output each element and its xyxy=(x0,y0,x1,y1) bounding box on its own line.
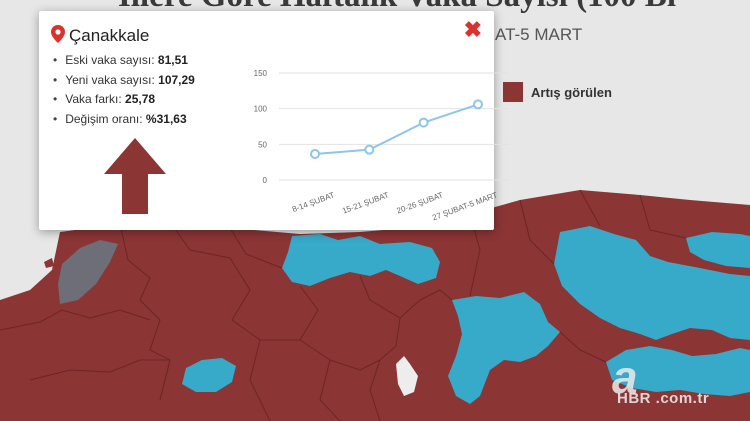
stat-change-rate: Değişim oranı: %31,63 xyxy=(53,110,195,130)
series-line xyxy=(314,103,479,155)
arrow-up-icon xyxy=(104,138,166,214)
location-pin-icon xyxy=(51,25,65,43)
legend-swatch-increase xyxy=(503,82,523,102)
popup-city-name: Çanakkale xyxy=(69,26,150,45)
map-provinces[interactable] xyxy=(0,189,750,421)
y-tick-label: 150 xyxy=(254,69,268,78)
y-tick-label: 0 xyxy=(263,176,268,185)
stat-value: %31,63 xyxy=(145,111,187,126)
province-decrease-3[interactable] xyxy=(686,232,750,268)
stat-new-cases: Yeni vaka sayısı: 107,29 xyxy=(53,71,195,91)
data-point[interactable] xyxy=(473,99,483,110)
province-nodata[interactable] xyxy=(58,240,118,304)
y-tick-label: 50 xyxy=(258,140,267,149)
watermark-text: HBR .com.tr xyxy=(617,390,710,407)
lake xyxy=(396,356,418,396)
stat-value: 25,78 xyxy=(125,92,156,106)
close-icon[interactable]: ✖ xyxy=(463,17,482,42)
data-point[interactable] xyxy=(364,144,375,155)
stat-label: Vaka farkı: xyxy=(65,92,122,106)
watermark-a: a xyxy=(612,351,638,403)
map-legend: Artış görülen xyxy=(503,82,612,102)
watermark-logo: a HBR .com.tr xyxy=(612,350,742,410)
province-borders xyxy=(0,189,687,421)
stat-old-cases: Eski vaka sayısı: 81,51 xyxy=(53,51,195,71)
x-tick-label: 15-21 ŞUBAT xyxy=(341,190,390,215)
stat-label: Değişim oranı: xyxy=(65,111,143,126)
province-decrease-2[interactable] xyxy=(554,226,750,340)
stat-case-difference: Vaka farkı: 25,78 xyxy=(53,90,195,110)
province-popup: Çanakkale ✖ Eski vaka sayısı: 81,51 Yeni… xyxy=(39,11,509,230)
province-decrease-4[interactable] xyxy=(448,292,560,404)
popup-stats-list: Eski vaka sayısı: 81,51 Yeni vaka sayısı… xyxy=(53,51,195,129)
page-subtitle: AT-5 MART xyxy=(495,25,583,44)
province-decrease-6[interactable] xyxy=(606,346,750,396)
stat-label: Eski vaka sayısı: xyxy=(65,53,155,67)
stat-value: 81,51 xyxy=(157,53,188,67)
y-tick-label: 100 xyxy=(254,105,268,114)
province-decrease-5[interactable] xyxy=(182,358,236,392)
stat-label: Yeni vaka sayısı: xyxy=(65,72,155,87)
province-decrease-1[interactable] xyxy=(282,234,440,286)
data-point[interactable] xyxy=(310,148,320,159)
data-point[interactable] xyxy=(418,117,429,128)
island xyxy=(44,258,54,268)
page-title: İllere Göre Haftalık Vaka Sayısı (100 Bi xyxy=(118,0,750,15)
legend-label-increase: Artış görülen xyxy=(531,84,612,100)
stat-value: 107,29 xyxy=(158,72,195,87)
x-tick-label: 8-14 ŞUBAT xyxy=(291,190,336,214)
